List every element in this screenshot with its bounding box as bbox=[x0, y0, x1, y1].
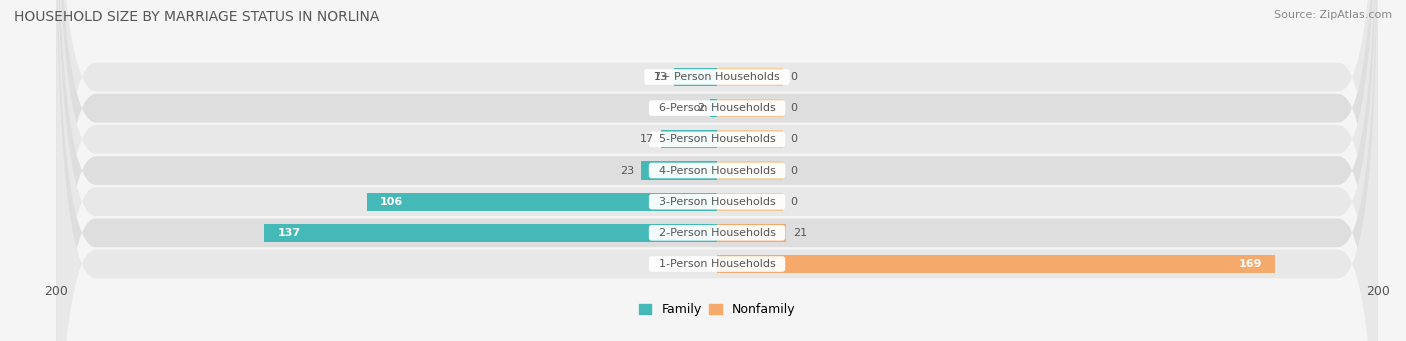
Text: 17: 17 bbox=[640, 134, 654, 144]
Bar bbox=[717, 224, 786, 242]
Text: 4-Person Households: 4-Person Households bbox=[651, 165, 783, 176]
Bar bbox=[717, 130, 783, 148]
Text: 106: 106 bbox=[380, 197, 404, 207]
FancyBboxPatch shape bbox=[56, 0, 1378, 341]
Bar bbox=[717, 68, 783, 86]
Text: 0: 0 bbox=[790, 103, 797, 113]
Text: 0: 0 bbox=[790, 134, 797, 144]
Text: 2: 2 bbox=[697, 103, 704, 113]
Text: 5-Person Households: 5-Person Households bbox=[652, 134, 782, 144]
Text: 7+ Person Households: 7+ Person Households bbox=[647, 72, 787, 82]
FancyBboxPatch shape bbox=[56, 0, 1378, 341]
Bar bbox=[717, 161, 783, 180]
Text: 137: 137 bbox=[277, 228, 301, 238]
FancyBboxPatch shape bbox=[56, 0, 1378, 341]
Text: 13: 13 bbox=[654, 72, 668, 82]
Text: 6-Person Households: 6-Person Households bbox=[652, 103, 782, 113]
Legend: Family, Nonfamily: Family, Nonfamily bbox=[634, 298, 800, 321]
Text: 3-Person Households: 3-Person Households bbox=[652, 197, 782, 207]
Bar bbox=[661, 130, 717, 148]
Bar bbox=[717, 255, 1275, 273]
Text: 21: 21 bbox=[793, 228, 807, 238]
Bar bbox=[264, 224, 717, 242]
FancyBboxPatch shape bbox=[56, 0, 1378, 341]
FancyBboxPatch shape bbox=[56, 0, 1378, 341]
FancyBboxPatch shape bbox=[56, 0, 1378, 341]
Bar bbox=[710, 99, 717, 117]
Bar bbox=[673, 68, 717, 86]
Text: 169: 169 bbox=[1239, 259, 1263, 269]
Text: 2-Person Households: 2-Person Households bbox=[651, 228, 783, 238]
Bar bbox=[367, 193, 717, 211]
Text: 0: 0 bbox=[790, 165, 797, 176]
FancyBboxPatch shape bbox=[56, 0, 1378, 341]
Text: 0: 0 bbox=[790, 72, 797, 82]
Text: 1-Person Households: 1-Person Households bbox=[652, 259, 782, 269]
Bar bbox=[641, 161, 717, 180]
Text: 23: 23 bbox=[620, 165, 634, 176]
Text: HOUSEHOLD SIZE BY MARRIAGE STATUS IN NORLINA: HOUSEHOLD SIZE BY MARRIAGE STATUS IN NOR… bbox=[14, 10, 380, 24]
Text: Source: ZipAtlas.com: Source: ZipAtlas.com bbox=[1274, 10, 1392, 20]
Bar bbox=[717, 99, 783, 117]
Bar bbox=[717, 193, 783, 211]
Text: 0: 0 bbox=[790, 197, 797, 207]
